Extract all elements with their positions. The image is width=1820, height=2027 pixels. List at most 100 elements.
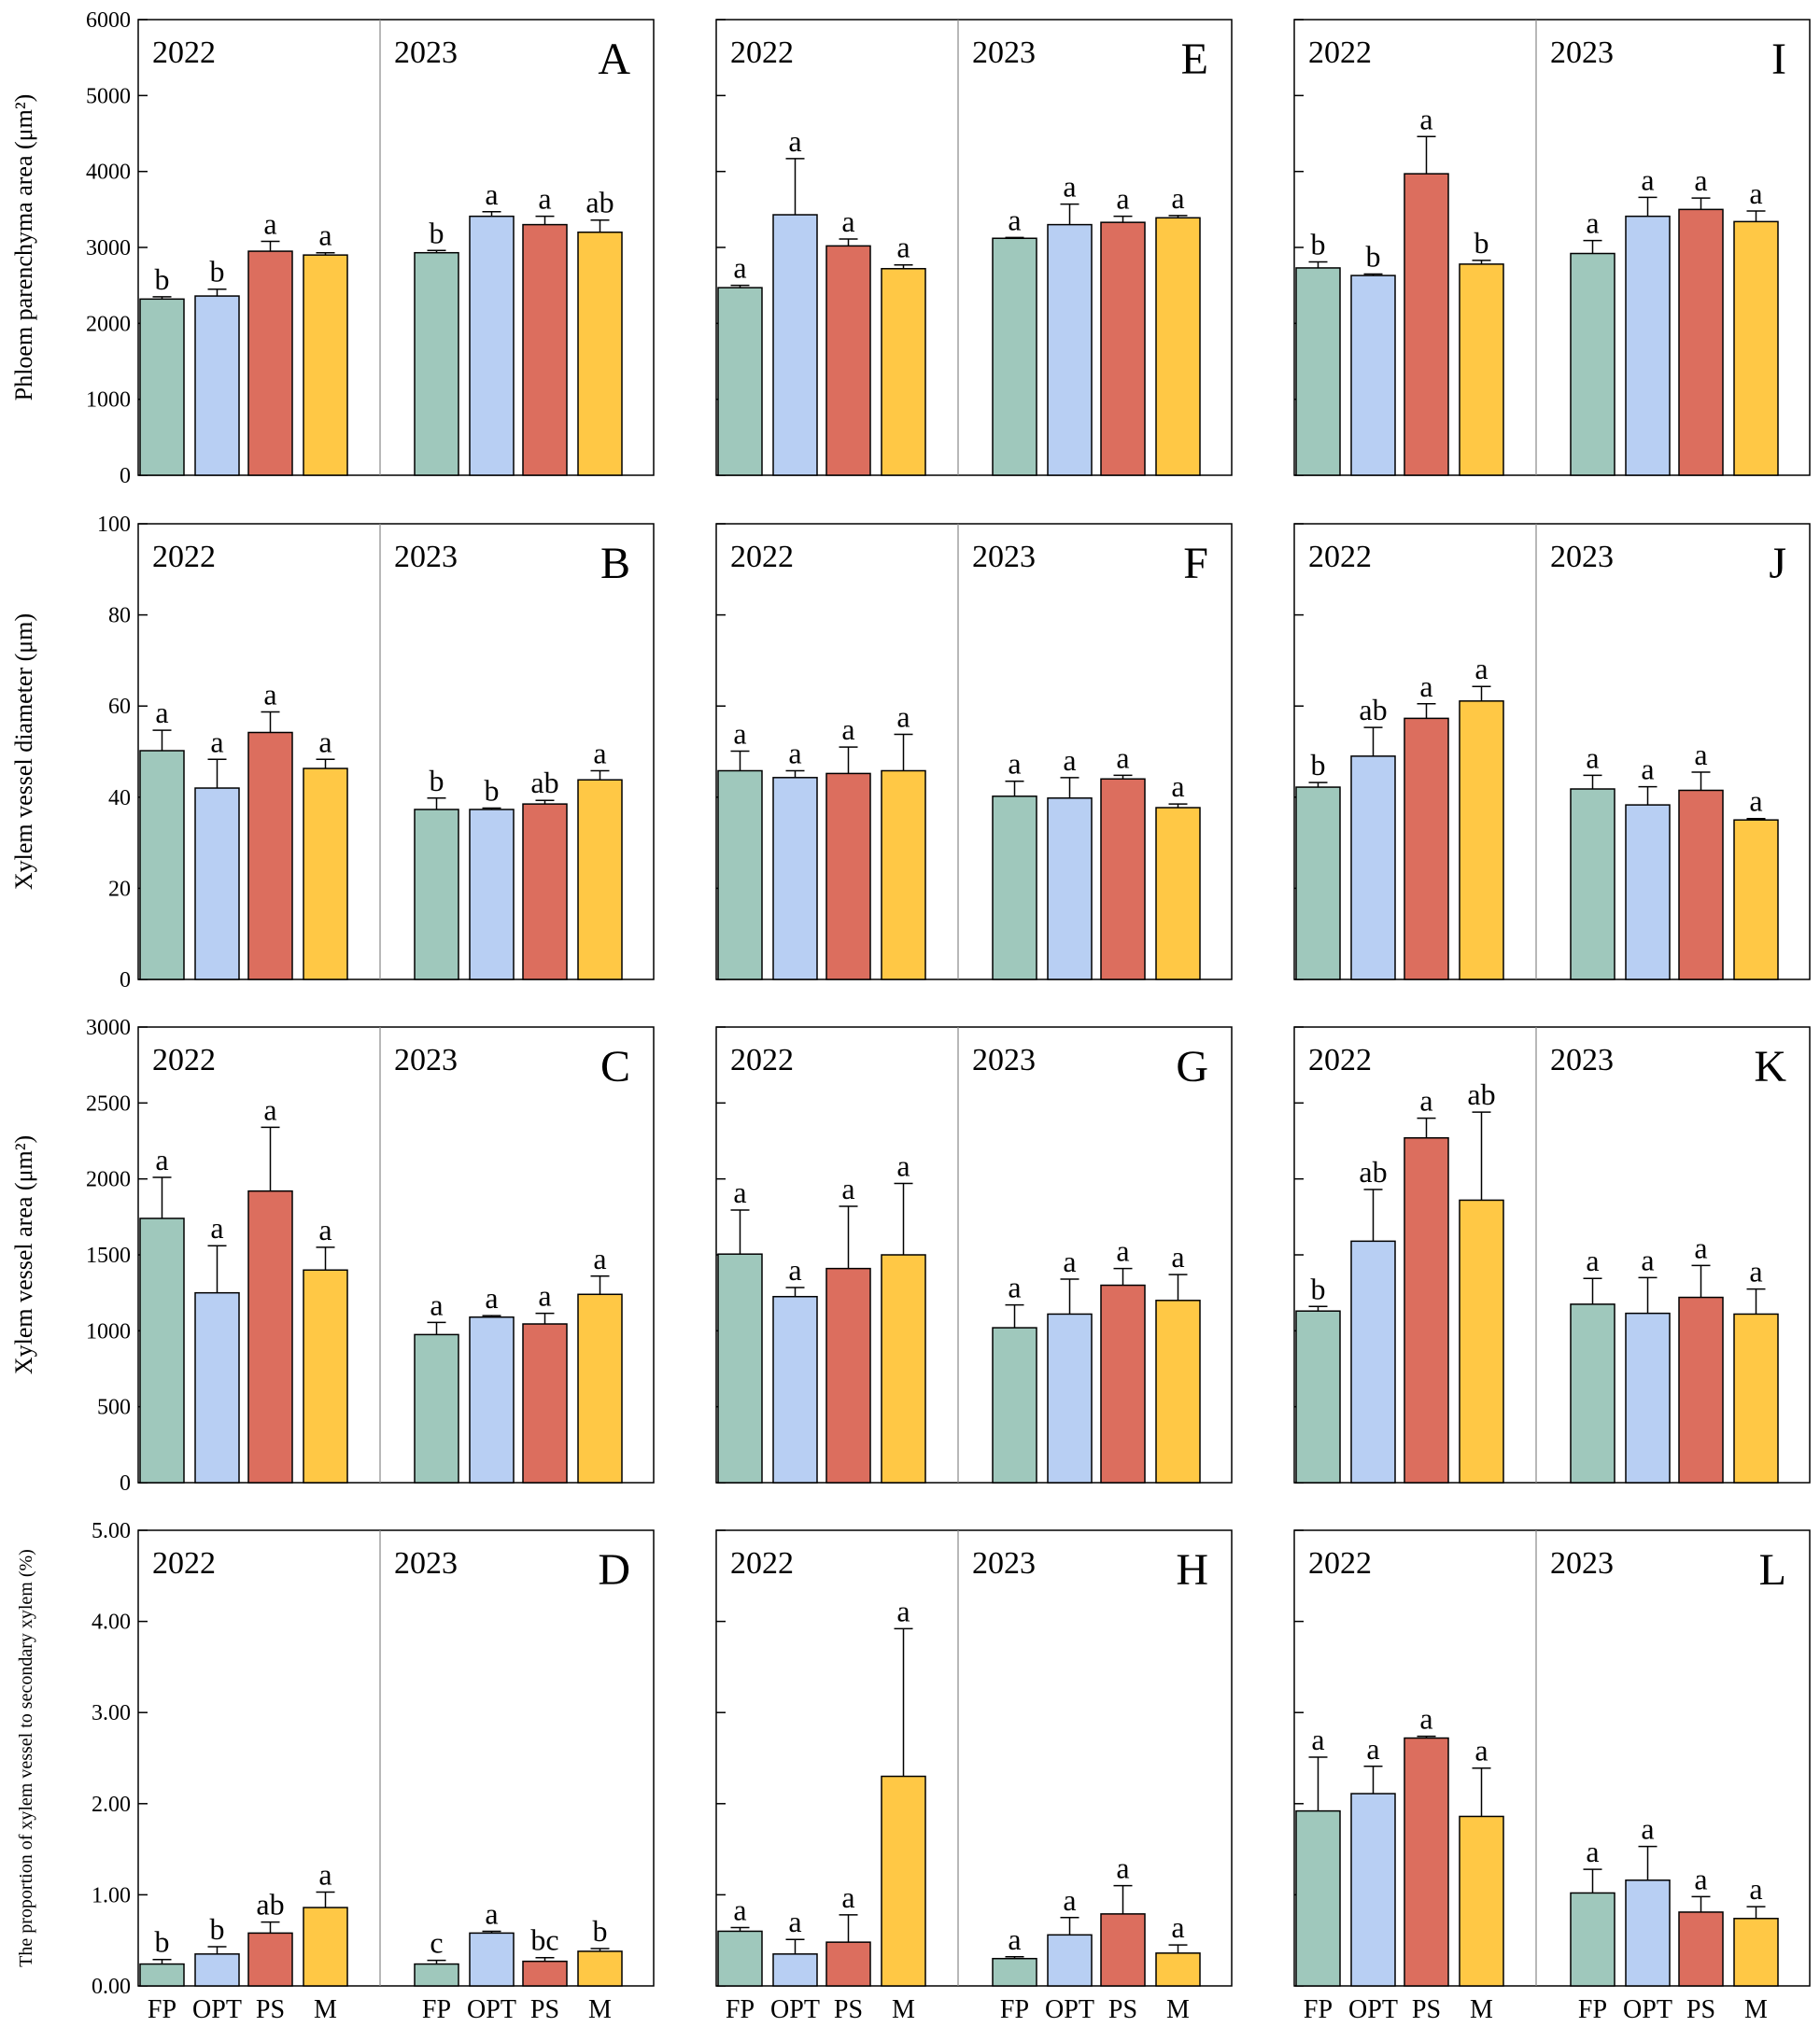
bar-ps-2022 xyxy=(1404,717,1449,980)
panel-l: 2022 2023 La a a a a a a a FP OPT PS M FP OPT PS M xyxy=(1293,1529,1811,2024)
year-label-2022: 2022 xyxy=(1308,540,1372,574)
panel-letter: E xyxy=(1181,35,1208,84)
bar-fp-2023 xyxy=(992,237,1037,476)
significance-label: a xyxy=(1008,1271,1021,1304)
significance-label: ab xyxy=(530,766,558,799)
x-category-label: M xyxy=(1166,1995,1190,2024)
y-tick-label: 0.00 xyxy=(92,1975,131,1999)
panel-g: 2022 2023 Ga a a a a a a a xyxy=(715,1026,1233,1484)
significance-label: a xyxy=(1171,1910,1184,1944)
significance-label: a xyxy=(1116,1851,1129,1885)
bar-ps-2022 xyxy=(825,772,871,980)
y-tick-label: 0 xyxy=(120,464,131,488)
significance-label: a xyxy=(896,1149,910,1183)
significance-label: a xyxy=(733,251,746,285)
significance-label: a xyxy=(210,1211,223,1245)
significance-label: b xyxy=(155,1925,170,1959)
significance-label: a xyxy=(788,736,801,769)
y-tick-label: 0 xyxy=(120,1471,131,1496)
bar-ps-2023 xyxy=(522,1960,568,1987)
bar-ps-2023 xyxy=(522,223,568,476)
y-tick-label: 1000 xyxy=(86,388,131,413)
significance-label: b xyxy=(210,1912,225,1946)
bar-ps-2023 xyxy=(522,1323,568,1484)
panel-frame xyxy=(1293,1529,1811,1987)
y-tick-label: 3.00 xyxy=(92,1701,131,1725)
significance-label: a xyxy=(155,1143,168,1176)
panel-frame xyxy=(137,1529,655,1987)
chart-row-2: Xylem vessel diameter (μm) 0 20 40 60 80 100 20… xyxy=(10,513,1811,992)
year-label-2023: 2023 xyxy=(1550,35,1614,70)
significance-label: ab xyxy=(1359,693,1387,726)
bar-ps-2023 xyxy=(1678,208,1724,476)
bar-opt-2023 xyxy=(1625,1312,1671,1484)
significance-label: a xyxy=(155,696,168,729)
bar-fp-2022 xyxy=(1295,267,1341,476)
significance-label: a xyxy=(1641,1243,1654,1276)
significance-label: a xyxy=(1419,669,1432,703)
significance-label: a xyxy=(841,712,854,746)
significance-label: a xyxy=(430,1288,443,1321)
bar-m-2022 xyxy=(1459,1815,1504,1987)
bar-fp-2023 xyxy=(992,1327,1037,1484)
bar-m-2022 xyxy=(881,769,926,980)
panel-frame xyxy=(1293,523,1811,980)
year-label-2023: 2023 xyxy=(394,35,458,70)
y-tick-label: 100 xyxy=(97,513,131,537)
significance-label: a xyxy=(841,1880,854,1914)
bar-fp-2023 xyxy=(414,1963,459,1987)
significance-label: a xyxy=(1694,1862,1707,1895)
year-label-2022: 2022 xyxy=(730,540,794,574)
bar-m-2022 xyxy=(881,268,926,476)
bar-ps-2022 xyxy=(1404,173,1449,476)
bar-opt-2022 xyxy=(772,214,818,476)
x-category-label: M xyxy=(1744,1995,1768,2024)
significance-label: a xyxy=(1586,1835,1599,1868)
significance-label: a xyxy=(1419,102,1432,135)
significance-label: a xyxy=(318,725,332,758)
x-category-label: PS xyxy=(1686,1995,1715,2024)
significance-label: a xyxy=(1366,1732,1379,1766)
bar-ps-2023 xyxy=(1678,1296,1724,1484)
bar-ps-2023 xyxy=(1678,1911,1724,1987)
bar-ps-2022 xyxy=(247,731,293,980)
x-category-label: OPT xyxy=(1045,1995,1094,2024)
significance-label: b xyxy=(1311,748,1326,781)
significance-label: ab xyxy=(256,1888,284,1921)
y-tick-label: 5.00 xyxy=(92,1519,131,1543)
significance-label: a xyxy=(318,218,332,252)
y-tick-label: 2000 xyxy=(86,312,131,336)
bar-opt-2023 xyxy=(1047,1934,1093,1987)
bar-fp-2022 xyxy=(139,750,185,980)
significance-label: a xyxy=(1586,206,1599,240)
year-label-2022: 2022 xyxy=(730,1043,794,1077)
bar-fp-2023 xyxy=(992,795,1037,980)
bar-ps-2022 xyxy=(1404,1737,1449,1987)
x-category-label: FP xyxy=(1304,1995,1333,2024)
y-axis-title: Xylem vessel area (μm²) xyxy=(10,1135,37,1374)
significance-label: a xyxy=(1171,181,1184,215)
bar-fp-2022 xyxy=(139,1218,185,1484)
y-tick-label: 3000 xyxy=(86,1016,131,1040)
panel-frame xyxy=(137,523,655,980)
year-label-2023: 2023 xyxy=(972,1043,1036,1077)
panel-letter: D xyxy=(598,1545,630,1595)
y-tick-label: 20 xyxy=(108,877,131,901)
significance-label: a xyxy=(538,1279,551,1313)
bar-ps-2023 xyxy=(1100,1913,1146,1987)
significance-label: a xyxy=(263,678,276,711)
significance-label: a xyxy=(1171,769,1184,803)
x-category-label: M xyxy=(892,1995,915,2024)
panel-f: 2022 2023 Fa a a a a a a a xyxy=(715,523,1233,980)
significance-label: a xyxy=(1311,1723,1324,1756)
significance-label: a xyxy=(788,1253,801,1287)
bar-opt-2022 xyxy=(1350,755,1396,980)
significance-label: a xyxy=(1419,1702,1432,1736)
bar-fp-2022 xyxy=(717,1930,763,1987)
y-axis-title: Xylem vessel diameter (μm) xyxy=(10,613,37,890)
significance-label: a xyxy=(1116,1234,1129,1268)
bar-opt-2023 xyxy=(469,215,515,476)
bar-m-2022 xyxy=(1459,1199,1504,1484)
bar-opt-2023 xyxy=(469,809,515,980)
year-label-2023: 2023 xyxy=(972,540,1036,574)
